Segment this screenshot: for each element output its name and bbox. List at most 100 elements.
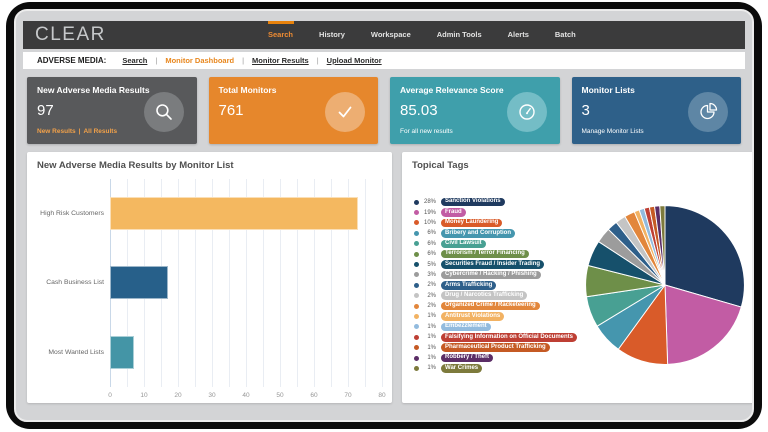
gridline [297, 179, 298, 387]
card-value: 85.03 [400, 102, 438, 119]
x-tick-label: 60 [310, 392, 318, 399]
magnifier-icon [143, 92, 184, 132]
pie-legend: 28% Sanction Violations 19% Fraud 10% Money L… [412, 197, 584, 395]
gridline [263, 179, 264, 387]
legend-dot [414, 324, 419, 330]
gridline [382, 179, 383, 387]
legend-percent: 1% [427, 365, 436, 372]
check-icon [325, 92, 365, 132]
manage-monitor-lists-link[interactable]: Manage Monitor Lists [581, 128, 644, 135]
legend-percent: 1% [427, 313, 436, 320]
legend-dot [414, 251, 419, 257]
bar-row: Cash Business List [46, 248, 382, 317]
gridline [314, 179, 315, 387]
legend-tag-bribery-and-corruption: Bribery and Corruption [441, 229, 516, 238]
adverse-media-toolbar: ADVERSE MEDIA: Search | Monitor Dashboard |… [23, 52, 745, 69]
pie-chart [585, 205, 745, 365]
bar-chart: High Risk Customers Cash Business List Mos… [40, 179, 383, 387]
nav-item-search[interactable]: Search [255, 21, 306, 49]
legend-tag-cybercrime-hacking-phishing: Cybercrime / Hacking / Phishing [441, 270, 541, 280]
legend-tag-fraud: Fraud [441, 208, 466, 217]
bar-cash-business-list[interactable] [110, 266, 168, 300]
submenu-separator: | [316, 56, 319, 65]
card-value: 761 [218, 102, 244, 119]
legend-dot [414, 220, 419, 226]
legend-item: 6% Terrorism / Terror Financing [412, 249, 584, 259]
legend-tag-drug-narcotics-trafficking: Drug / Narcotics Trafficking [441, 291, 528, 300]
clear-logo[interactable]: CLEAR [35, 24, 106, 45]
legend-item: 2% Organized Crime / Racketeering [412, 301, 584, 311]
pie-slice-fraud[interactable] [664, 284, 742, 365]
legend-tag-organized-crime-racketeering: Organized Crime / Racketeering [441, 301, 540, 311]
gridline [280, 179, 281, 387]
legend-percent: 3% [427, 271, 436, 278]
x-tick-label: 20 [174, 392, 182, 399]
nav-item-workspace[interactable]: Workspace [370, 30, 411, 39]
legend-dot [414, 334, 419, 340]
legend-dot [414, 272, 419, 278]
legend-percent: 2% [427, 303, 436, 310]
new-results-link[interactable]: New Results [37, 128, 76, 135]
legend-item: 10% Money Laundering [412, 218, 584, 228]
nav-item-batch[interactable]: Batch [554, 30, 576, 39]
card-title: Monitor Lists [581, 85, 635, 95]
legend-tag-civil-lawsuit: Civil Lawsuit [441, 239, 486, 248]
x-tick-label: 30 [208, 392, 216, 399]
submenu-link-upload-monitor[interactable]: Upload Monitor [326, 56, 382, 65]
card-links: New Results | All Results [37, 128, 117, 135]
legend-dot [414, 262, 419, 268]
legend-dot [414, 313, 419, 319]
legend-dot [414, 355, 419, 361]
x-tick-label: 80 [378, 392, 386, 399]
legend-item: 1% Antitrust Violations [412, 311, 584, 321]
bar-most-wanted-lists[interactable] [110, 335, 134, 369]
gridline [212, 179, 213, 387]
bar-high-risk-customers[interactable] [110, 197, 359, 231]
legend-dot [414, 303, 419, 309]
legend-tag-war-crimes: War Crimes [441, 364, 483, 373]
legend-percent: 1% [427, 355, 436, 362]
bar-chart-x-axis: 0 10 20 30 40 50 60 70 80 [108, 389, 386, 402]
kpi-cards-row: New Adverse Media Results 97 New Results… [27, 77, 741, 144]
topical-tags-title: Topical Tags [412, 160, 469, 171]
all-results-link[interactable]: All Results [83, 128, 118, 135]
legend-tag-money-laundering: Money Laundering [441, 218, 503, 228]
legend-percent: 6% [427, 240, 436, 247]
submenu-link-search[interactable]: Search [122, 56, 148, 65]
bar-category-label: Most Wanted Lists [48, 348, 104, 356]
submenu-link-monitor-dashboard[interactable]: Monitor Dashboard [165, 56, 235, 65]
link-separator: | [78, 128, 81, 135]
charts-row: New Adverse Media Results by Monitor Lis… [27, 152, 752, 403]
x-tick-label: 40 [242, 392, 250, 399]
topical-tags-body: 28% Sanction Violations 19% Fraud 10% Money L… [412, 175, 746, 395]
submenu-link-monitor-results[interactable]: Monitor Results [252, 56, 309, 65]
gridline [178, 179, 179, 387]
legend-item: 1% Robbery / Theft [412, 353, 584, 363]
x-tick-label: 10 [140, 392, 148, 399]
pie-slice-sanction-violations[interactable] [664, 205, 745, 308]
card-title: Average Relevance Score [400, 85, 504, 95]
legend-dot [414, 293, 419, 299]
top-navbar: CLEAR Search History Workspace Admin Tools A… [23, 21, 745, 49]
legend-tag-antitrust-violations: Antitrust Violations [441, 312, 505, 321]
legend-percent: 5% [427, 261, 436, 268]
legend-tag-embezzlement: Embezzlement [441, 322, 491, 332]
nav-item-admin-tools[interactable]: Admin Tools [436, 30, 482, 39]
legend-tag-sanction-violations: Sanction Violations [441, 197, 505, 207]
card-value: 3 [581, 102, 590, 119]
legend-item: 2% Arms Trafficking [412, 280, 584, 290]
nav-item-history[interactable]: History [319, 30, 345, 39]
legend-dot [414, 345, 419, 351]
nav-item-alerts[interactable]: Alerts [507, 30, 529, 39]
card-total-monitors: Total Monitors 761 [208, 77, 378, 144]
card-value: 97 [37, 102, 54, 119]
legend-dot [414, 365, 419, 371]
legend-percent: 6% [427, 251, 436, 258]
legend-percent: 6% [427, 230, 436, 237]
gridline [348, 179, 349, 387]
legend-item: 1% Pharmaceutical Product Trafficking [412, 342, 584, 352]
bar-category-label: High Risk Customers [40, 210, 104, 218]
legend-item: 1% Falsifying Information on Official Doc… [412, 332, 584, 342]
pie-slice-war-crimes[interactable] [659, 205, 666, 286]
bar-chart-panel: New Adverse Media Results by Monitor Lis… [27, 152, 392, 403]
